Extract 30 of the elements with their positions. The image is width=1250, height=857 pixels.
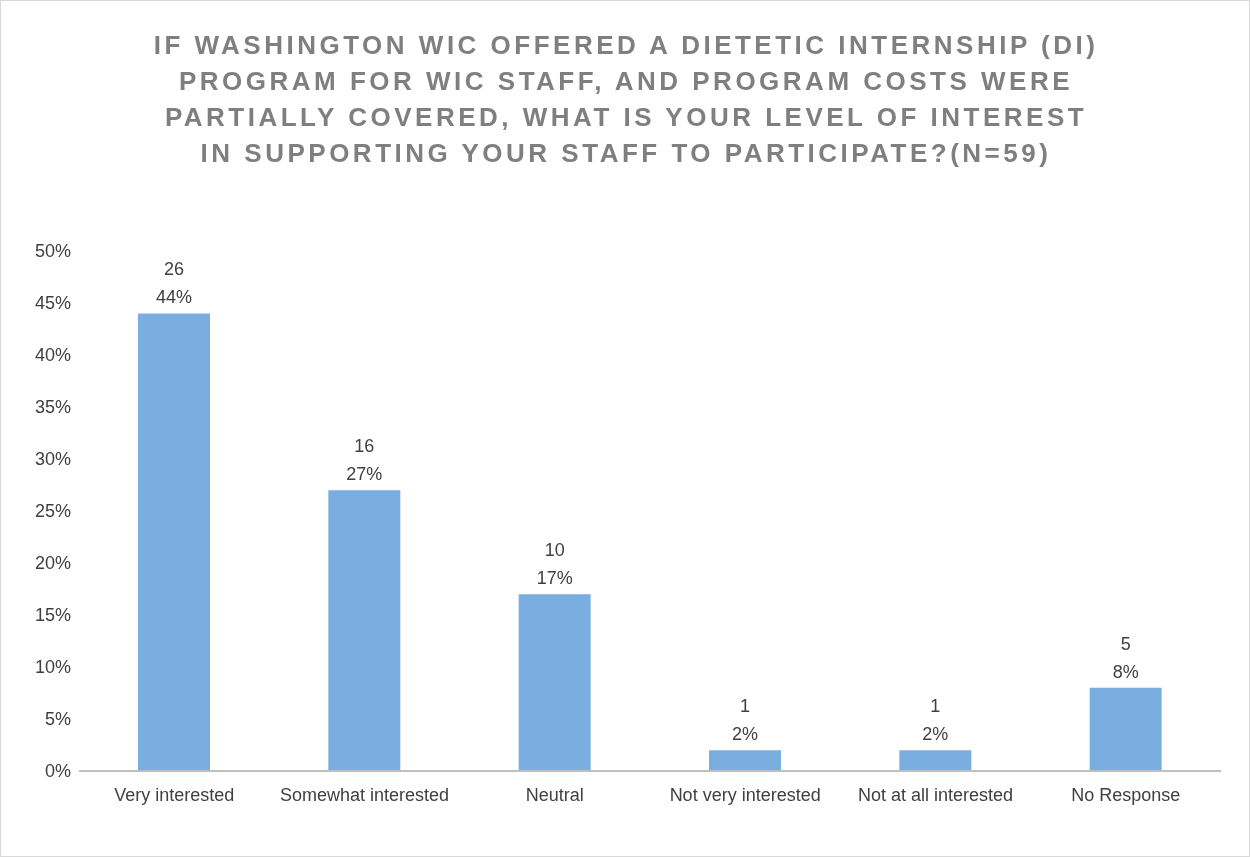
data-label: 10 17% (536, 540, 573, 589)
bar (138, 313, 210, 771)
bar (709, 750, 781, 771)
data-label: 1 2% (731, 696, 759, 745)
y-tick-label: 20% (34, 553, 71, 574)
bar (899, 750, 972, 771)
bar (1089, 687, 1162, 771)
x-tick-label: Very interested (114, 785, 235, 805)
data-label: 16 27% (346, 436, 383, 485)
x-tick-label: Not at all interested (857, 785, 1014, 805)
y-tick-label: 35% (34, 397, 71, 418)
y-tick-label: 15% (34, 605, 71, 626)
bar (518, 594, 591, 771)
data-label: 1 2% (922, 696, 949, 745)
x-tick-label: Neutral (525, 785, 584, 805)
y-tick-label: 0% (44, 761, 71, 782)
chart-title: IF WASHINGTON WIC OFFERED A DIETETIC INTERNSHIP (DI) PROGRAM FOR WIC STAFF, AND PROGRAM COSTS WERE PARTIALLY COVERED, WHAT IS YOUR LEVEL OF INTEREST IN SUPPORTING YOUR STAFF TO PARTICIPATE?(N=59) (152, 29, 1100, 170)
y-tick-label: 5% (44, 709, 71, 730)
bar (328, 490, 401, 771)
y-tick-label: 45% (34, 293, 71, 314)
x-tick-label: Not very interested (669, 785, 821, 805)
y-tick-label: 50% (34, 241, 71, 262)
data-label: 26 44% (155, 259, 193, 308)
x-tick-label: No Response (1071, 785, 1181, 805)
y-tick-label: 10% (34, 657, 71, 678)
x-tick-label: Somewhat interested (279, 785, 450, 805)
y-tick-label: 40% (34, 345, 71, 366)
y-tick-label: 30% (34, 449, 71, 470)
y-tick-label: 25% (34, 501, 71, 522)
data-label: 5 8% (1112, 633, 1139, 682)
